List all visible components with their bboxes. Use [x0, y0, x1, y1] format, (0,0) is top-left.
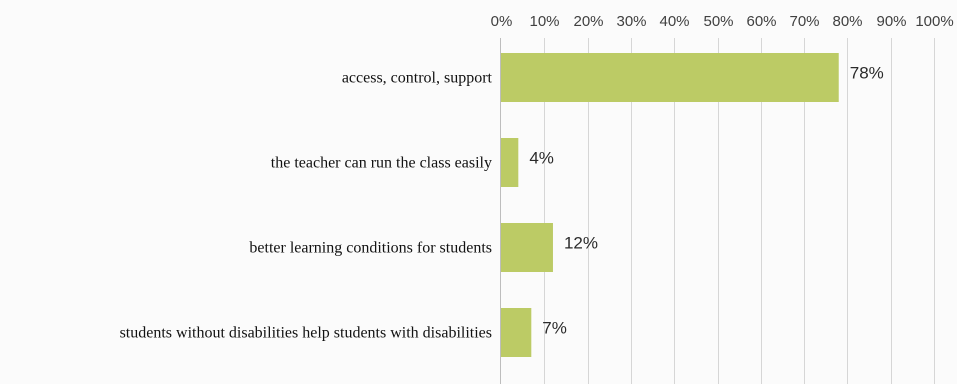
data-label: 4% [529, 149, 554, 168]
tick-label: 70% [789, 13, 819, 30]
tick-label: 10% [529, 13, 559, 30]
category-label: the teacher can run the class easily [271, 155, 492, 172]
category-label: access, control, support [342, 70, 493, 87]
data-label: 78% [850, 64, 884, 83]
bar [501, 308, 532, 357]
tick-label: 30% [616, 13, 646, 30]
tick-label: 40% [659, 13, 689, 30]
tick-label: 20% [573, 13, 603, 30]
category-label: better learning conditions for students [249, 240, 492, 257]
tick-label: 100% [915, 13, 953, 30]
bar [501, 53, 839, 102]
tick-label: 60% [746, 13, 776, 30]
category-label: students without disabilities help stude… [120, 325, 492, 342]
tick-label: 50% [703, 13, 733, 30]
tick-label: 80% [832, 13, 862, 30]
tick-label: 0% [491, 13, 513, 30]
bar [501, 223, 553, 272]
data-label: 7% [542, 319, 567, 338]
data-label: 12% [564, 234, 598, 253]
bar [501, 138, 519, 187]
tick-label: 90% [876, 13, 906, 30]
